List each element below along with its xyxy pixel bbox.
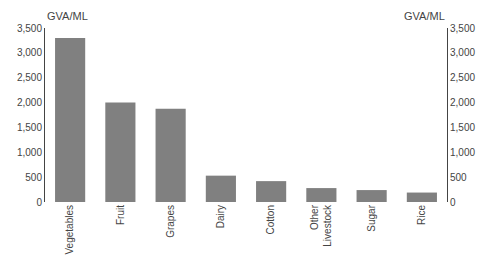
svg-text:1,500: 1,500	[450, 122, 475, 133]
svg-text:3,500: 3,500	[450, 23, 475, 34]
svg-text:Cotton: Cotton	[265, 205, 276, 234]
svg-text:3,000: 3,000	[17, 47, 42, 58]
svg-text:OtherLivestock: OtherLivestock	[309, 204, 333, 247]
svg-text:500: 500	[450, 172, 467, 183]
svg-text:2,500: 2,500	[450, 72, 475, 83]
svg-text:3,500: 3,500	[17, 23, 42, 34]
svg-text:Fruit: Fruit	[115, 205, 126, 225]
svg-text:0: 0	[36, 197, 42, 208]
svg-text:1,000: 1,000	[17, 147, 42, 158]
svg-text:500: 500	[25, 172, 42, 183]
svg-text:0: 0	[450, 197, 456, 208]
svg-text:GVA/ML: GVA/ML	[47, 10, 88, 22]
svg-text:3,000: 3,000	[450, 47, 475, 58]
svg-text:GVA/ML: GVA/ML	[404, 10, 445, 22]
svg-text:2,500: 2,500	[17, 72, 42, 83]
svg-text:1,000: 1,000	[450, 147, 475, 158]
svg-text:Grapes: Grapes	[165, 205, 176, 238]
svg-text:Vegetables: Vegetables	[64, 205, 75, 255]
svg-text:Dairy: Dairy	[215, 205, 226, 228]
svg-text:Rice: Rice	[416, 205, 427, 225]
svg-text:Sugar: Sugar	[366, 204, 377, 231]
svg-text:1,500: 1,500	[17, 122, 42, 133]
svg-text:2,000: 2,000	[450, 97, 475, 108]
svg-text:2,000: 2,000	[17, 97, 42, 108]
